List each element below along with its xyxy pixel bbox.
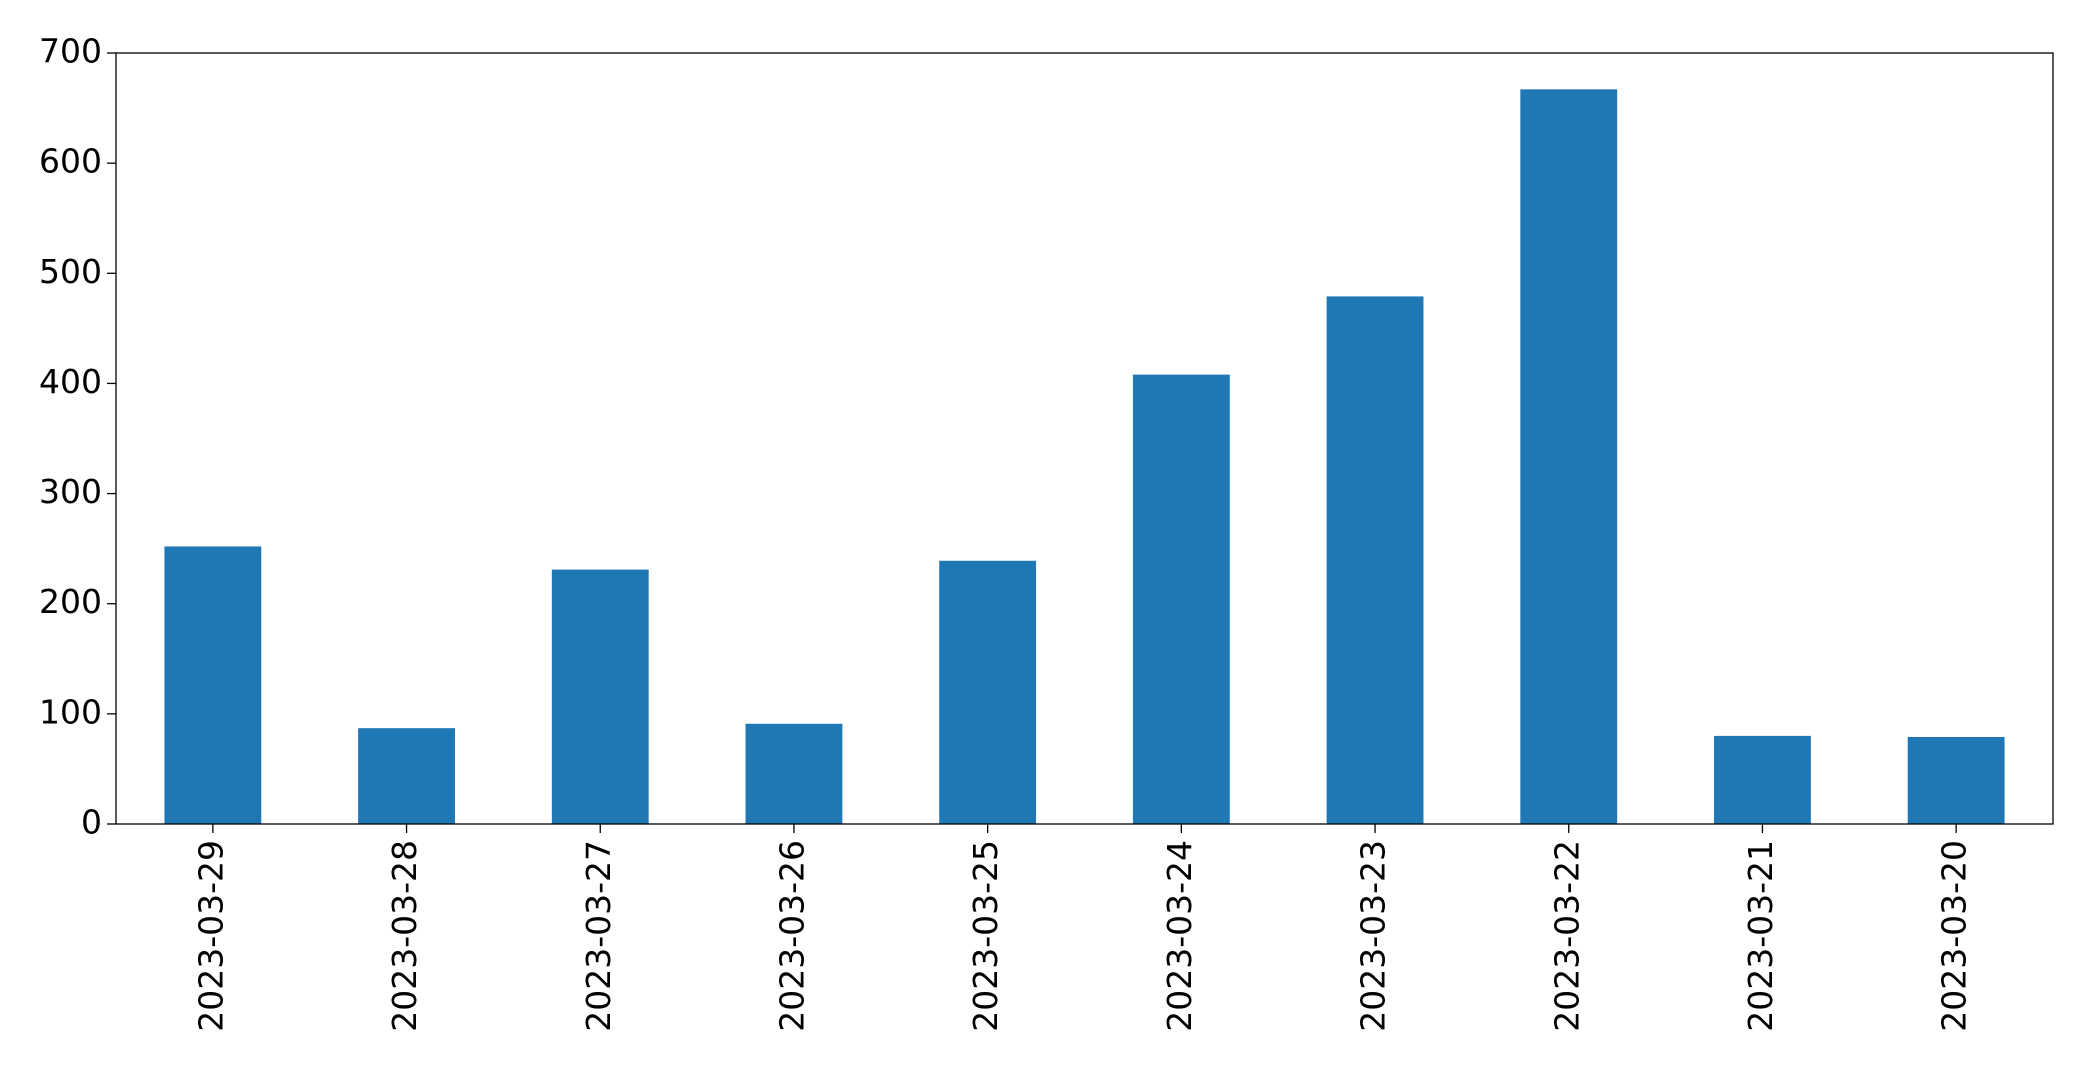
bar: [939, 560, 1037, 824]
x-tick-label: 2023-03-27: [579, 840, 618, 1032]
bar: [1714, 735, 1811, 824]
y-tick-label: 200: [39, 582, 102, 621]
x-tick-label: 2023-03-28: [385, 840, 424, 1032]
y-tick-label: 300: [39, 472, 102, 511]
y-tick-label: 700: [39, 32, 102, 71]
y-tick-label: 600: [39, 142, 102, 181]
x-tick-label: 2023-03-24: [1160, 840, 1199, 1032]
y-tick-label: 400: [39, 362, 102, 401]
bar: [164, 546, 262, 824]
x-tick-label: 2023-03-26: [772, 840, 811, 1032]
bar: [551, 569, 649, 824]
bar: [358, 728, 455, 824]
x-tick-label: 2023-03-29: [191, 840, 230, 1032]
y-tick-label: 0: [81, 803, 102, 842]
x-tick-label: 2023-03-20: [1935, 840, 1974, 1032]
bar: [1520, 89, 1618, 824]
x-tick-label: 2023-03-23: [1354, 840, 1393, 1032]
bar: [1326, 296, 1424, 824]
x-tick-label: 2023-03-21: [1741, 840, 1780, 1032]
bar: [1132, 374, 1230, 824]
x-tick-label: 2023-03-25: [966, 840, 1005, 1032]
bar: [1907, 736, 2005, 824]
y-tick-label: 500: [39, 252, 102, 291]
x-tick-label: 2023-03-22: [1547, 840, 1586, 1032]
y-tick-label: 100: [39, 692, 102, 731]
bar: [745, 723, 843, 824]
plot-frame: [115, 52, 2054, 825]
